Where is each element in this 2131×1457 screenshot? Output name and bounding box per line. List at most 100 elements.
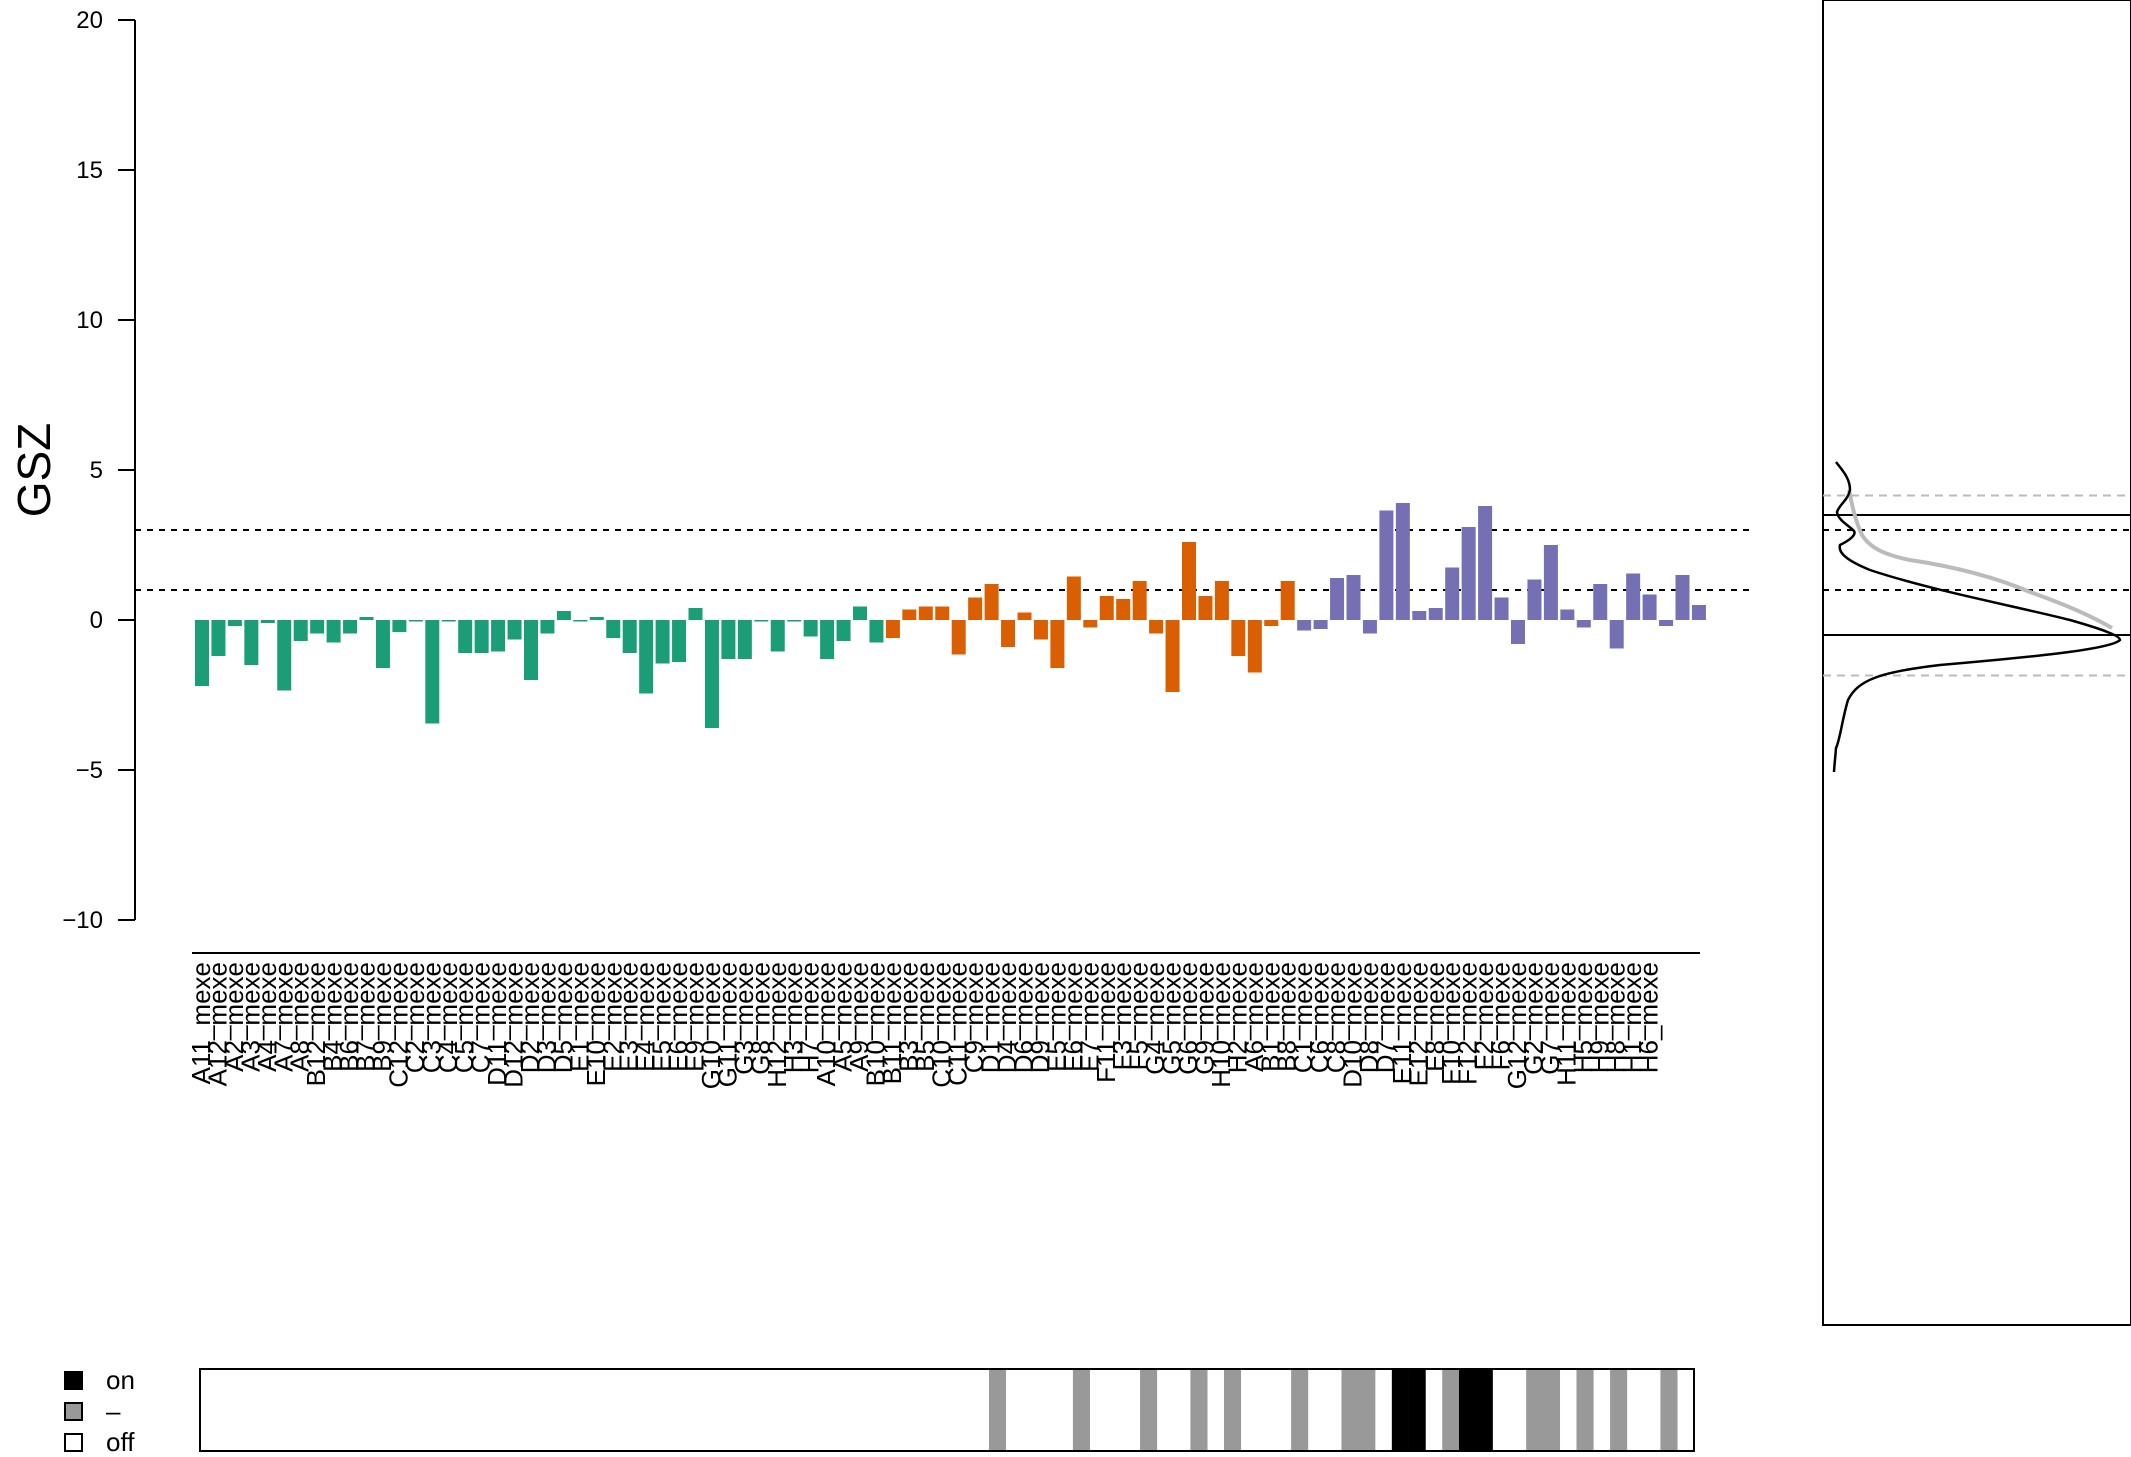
bar [885,620,900,638]
bar [375,620,390,668]
bar [244,620,259,665]
x-tick-label: A4_mexe [252,962,282,1072]
bar [704,620,719,728]
x-tick-label: E7_mexe [1074,962,1104,1072]
bar [227,620,242,626]
bar [721,620,736,659]
status-cell [1576,1369,1594,1451]
bar [589,617,604,620]
x-tick-label: A3_mexe [235,962,265,1072]
bar [1330,578,1345,620]
bar [441,620,456,622]
bar [507,620,522,640]
bar [1395,503,1410,620]
density-curve-black [1832,461,2122,773]
bar [1297,620,1312,631]
bar [458,620,473,653]
x-tick-label: F6_mexe [1486,962,1516,1070]
x-tick-label: D8_mexe [1354,962,1384,1073]
x-tick-label: C1_mexe [1288,962,1318,1073]
bar [474,620,489,653]
status-cell [1660,1369,1678,1451]
x-tick-label: B4_mexe [318,962,348,1072]
status-cell [1341,1369,1359,1451]
status-cell [1526,1369,1544,1451]
bar [1264,620,1279,626]
bar [1033,620,1048,640]
status-cell [1291,1369,1309,1451]
x-tick-label: A6_mexe [1239,962,1269,1072]
bar [1116,599,1131,620]
x-tick-label: A2_mexe [219,962,249,1072]
legend-label: off [106,1427,135,1457]
bar [1149,620,1164,634]
status-cell [1458,1369,1477,1451]
x-tick-label: A9_mexe [844,962,874,1072]
x-tick-label: E11_mexe [1387,962,1417,1084]
x-tick-label: A12_mexe [202,962,232,1086]
x-tick-label: B12_mexe [301,962,331,1086]
x-tick-label: C3_mexe [416,962,446,1073]
bar [902,609,917,620]
y-tick-label: −5 [76,757,103,784]
x-tick-label: C9_mexe [959,962,989,1073]
bar [968,597,983,620]
bar [606,620,621,638]
x-tick-label: E5_mexe [1041,962,1071,1072]
bar [392,620,407,632]
bar [869,620,884,643]
status-bar-cells [988,1369,1678,1451]
density-reference-lines [1823,494,2131,677]
bar [754,620,769,622]
x-tick-label: D7_mexe [1370,962,1400,1073]
x-tick-label: A10_mexe [811,962,841,1086]
status-cell [1140,1369,1158,1451]
bar [655,620,670,664]
x-tick-label: B3_mexe [893,962,923,1072]
bar [1346,575,1361,620]
density-panel [1822,0,2131,1326]
y-tick-label: 10 [76,307,103,334]
x-tick-label: G4_mexe [1140,962,1170,1075]
y-tick-label: 15 [76,157,103,184]
bar [1461,527,1476,620]
x-tick-label: E5_mexe [647,962,677,1072]
x-tick-label: H7_mexe [795,962,825,1073]
bar [359,617,374,620]
x-tick-label: G5_mexe [1157,962,1187,1075]
status-bar-area: on–off [64,1365,1695,1457]
x-tick-label: E6_mexe [663,962,693,1072]
x-tick-label: C4_mexe [433,962,463,1073]
x-tick-label: A7_mexe [268,962,298,1072]
x-tick-label: E1_mexe [564,962,594,1072]
x-tick-label: F12_mexe [1453,962,1483,1085]
status-cell [1542,1369,1561,1451]
bar [820,620,835,659]
x-tick-label: D2_mexe [515,962,545,1073]
bar [639,620,654,694]
legend-swatch [64,1371,83,1390]
x-tick-labels: A11_mexeA12_mexeA2_mexeA3_mexeA4_mexeA7_… [186,962,1664,1089]
y-tick-label: 5 [90,457,103,484]
bar [1560,609,1575,620]
x-tick-label: G2_mexe [1518,962,1548,1075]
bar [1083,620,1098,628]
bars [195,503,1706,728]
bar [1412,611,1427,620]
x-tick-label: D6_mexe [1009,962,1039,1073]
x-tick-label: G3_mexe [729,962,759,1075]
x-tick-label: F10_mexe [1436,962,1466,1085]
bar [1511,620,1525,644]
bar [1659,620,1674,626]
bar [1231,620,1246,656]
bar [195,620,209,686]
x-tick-label: C7_mexe [466,962,496,1073]
bar [343,620,358,634]
status-cell [1408,1369,1426,1451]
bar [1379,510,1394,620]
bar [1445,567,1460,620]
bar [425,620,440,724]
legend-label: – [106,1396,121,1426]
x-tick-label: C11_mexe [943,962,973,1086]
x-tick-label: H11_mexe [1551,962,1581,1086]
